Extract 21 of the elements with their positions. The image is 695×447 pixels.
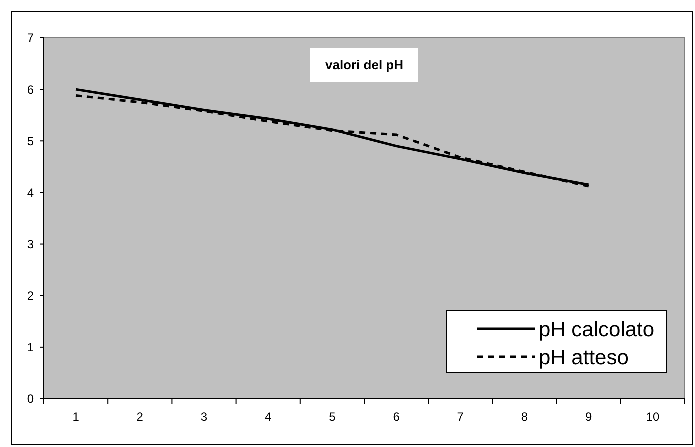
x-tick-label: 1 [72, 410, 80, 424]
y-tick-label: 6 [27, 82, 34, 97]
y-tick-label: 2 [27, 289, 34, 304]
y-tick-label: 7 [27, 31, 34, 46]
y-tick-label: 5 [27, 134, 34, 148]
x-tick-label: 2 [136, 410, 144, 424]
y-tick-label: 3 [27, 237, 34, 252]
y-tick-label: 1 [27, 340, 34, 355]
x-tick-label: 10 [646, 410, 660, 424]
x-tick-label: 3 [200, 410, 208, 424]
legend-label: pH calcolato [539, 318, 655, 342]
x-tick-label: 7 [457, 410, 464, 424]
legend-label: pH atteso [539, 346, 629, 370]
x-tick-label: 4 [265, 410, 272, 424]
text: valori del pH [325, 58, 404, 73]
y-tick-label: 4 [27, 186, 34, 200]
x-tick-label: 6 [393, 410, 400, 424]
y-tick-label: 0 [27, 392, 34, 406]
x-tick-label: 8 [521, 410, 528, 424]
x-tick-label: 9 [586, 410, 593, 424]
x-tick-label: 5 [329, 410, 336, 424]
